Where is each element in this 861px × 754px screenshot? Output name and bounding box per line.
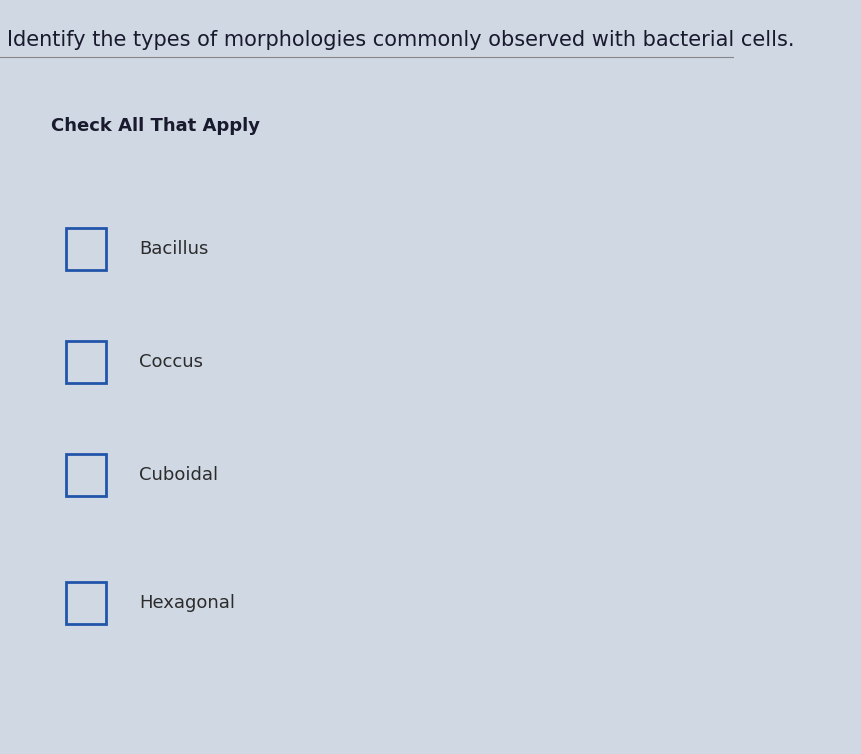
- Text: Cuboidal: Cuboidal: [139, 466, 219, 484]
- Text: Bacillus: Bacillus: [139, 240, 209, 258]
- Bar: [66, 342, 107, 383]
- Bar: [66, 582, 107, 624]
- Text: Hexagonal: Hexagonal: [139, 594, 235, 612]
- Bar: [66, 228, 107, 269]
- Text: Identify the types of morphologies commonly observed with bacterial cells.: Identify the types of morphologies commo…: [8, 30, 795, 51]
- Bar: [66, 454, 107, 496]
- Text: Check All That Apply: Check All That Apply: [52, 117, 260, 135]
- Text: Coccus: Coccus: [139, 353, 203, 371]
